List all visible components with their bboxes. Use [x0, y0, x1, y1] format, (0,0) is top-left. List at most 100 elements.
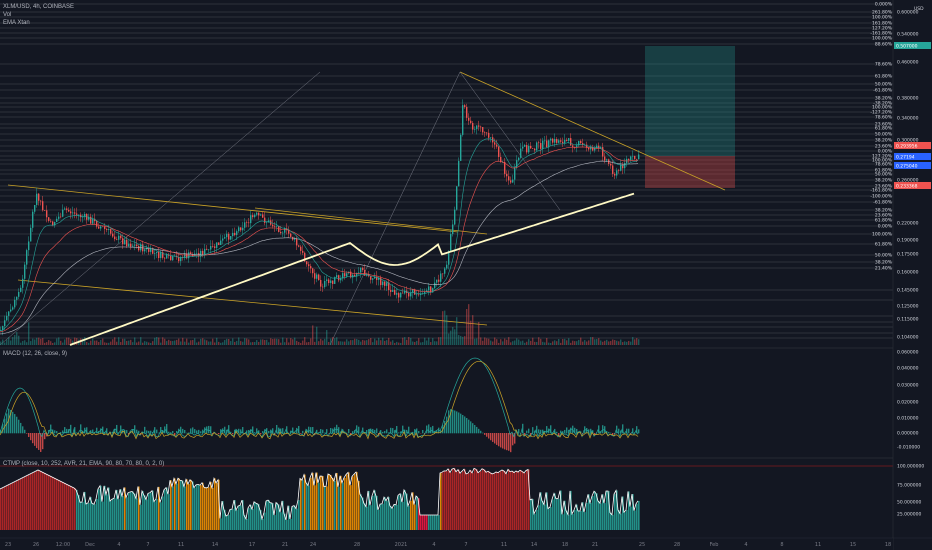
volume-legend[interactable]: Vol	[3, 12, 12, 18]
ctmp-bar	[574, 510, 576, 530]
volume-bar	[274, 338, 276, 345]
macd-histogram-bar	[28, 433, 30, 437]
volume-bar	[396, 341, 398, 345]
macd-histogram-bar	[388, 432, 390, 434]
candle	[98, 226, 100, 229]
macd-histogram-bar	[488, 433, 490, 439]
time-axis[interactable]: 23 26 12:00 Dec 4 7 11 14 17 21 24 28 2021 4 7 11 14 18 21…	[0, 537, 932, 550]
macd-histogram-bar	[70, 424, 72, 434]
volume-bar	[28, 322, 30, 345]
candle	[556, 139, 558, 143]
volume-bar	[584, 340, 586, 345]
macd-histogram-bar	[352, 431, 354, 434]
macd-histogram-bar	[396, 426, 398, 434]
ctmp-bar	[26, 476, 28, 530]
volume-bar	[448, 333, 450, 345]
ctmp-bar	[102, 501, 104, 530]
volume-bar	[418, 338, 420, 345]
price-tag: 0.293956	[896, 144, 918, 150]
volume-bar	[588, 340, 590, 345]
symbol-title[interactable]: XLM/USD, 4h, COINBASE	[3, 4, 75, 10]
macd-histogram-bar	[612, 433, 614, 435]
volume-bar	[414, 341, 416, 345]
macd-histogram-bar	[54, 430, 56, 434]
candle	[298, 245, 300, 247]
time-tick: 11	[178, 542, 184, 548]
ctmp-bar	[242, 500, 244, 530]
ctmp-bar	[56, 479, 58, 530]
volume-bar	[42, 338, 44, 345]
macd-histogram-bar	[80, 424, 82, 434]
candle	[16, 296, 18, 300]
candle	[540, 143, 542, 149]
price-axis[interactable]: 0.000%261.80%100.00%161.80%127.20%-161.8…	[870, 0, 932, 550]
volume-bar	[164, 338, 166, 345]
candle	[230, 236, 232, 240]
candle	[302, 250, 304, 253]
ctmp-bar	[470, 470, 472, 530]
candle	[624, 163, 626, 169]
volume-bar	[284, 342, 286, 345]
candle	[308, 264, 310, 267]
candle	[260, 214, 262, 216]
volume-bar	[176, 339, 178, 345]
candle	[132, 245, 134, 247]
volume-bar	[86, 341, 88, 345]
ctmp-bar	[0, 489, 2, 530]
candle	[218, 242, 220, 246]
ctmp-bar	[164, 489, 166, 530]
candle	[156, 251, 158, 254]
macd-histogram-bar	[24, 429, 26, 434]
ctmp-bar	[446, 471, 448, 530]
candle	[146, 248, 148, 250]
volume-bar	[296, 340, 298, 345]
macd-histogram-bar	[504, 433, 506, 450]
volume-bar	[182, 337, 184, 345]
volume-bar	[560, 342, 562, 345]
ctmp-bar	[198, 484, 200, 530]
volume-bar	[256, 340, 258, 345]
volume-bar	[598, 338, 600, 345]
macd-histogram-bar	[210, 426, 212, 434]
macd-legend[interactable]: MACD (12, 26, close, 9)	[3, 351, 68, 357]
macd-histogram-bar	[448, 410, 450, 434]
macd-histogram-bar	[598, 425, 600, 434]
ctmp-bar	[18, 480, 20, 530]
volume-bar	[442, 311, 444, 345]
volume-bar	[16, 332, 18, 345]
ctmp-bar	[158, 486, 160, 530]
candle	[252, 215, 254, 218]
volume-bar	[474, 338, 476, 345]
ctmp-bar	[462, 471, 464, 530]
candle	[396, 293, 398, 295]
volume-bar	[600, 340, 602, 345]
candle	[374, 276, 376, 279]
candle	[418, 294, 420, 296]
ctmp-bar	[378, 509, 380, 530]
drawings	[0, 46, 735, 346]
volume-bar	[132, 342, 134, 345]
candle	[14, 299, 16, 308]
macd-histogram-bar	[608, 431, 610, 434]
candle	[310, 266, 312, 269]
fib-level-label: -100.00%	[870, 194, 892, 200]
macd-histogram-bar	[250, 429, 252, 434]
ctmp-bar	[588, 494, 590, 530]
macd-histogram-bar	[616, 425, 618, 434]
ctmp-legend[interactable]: CTMP (close, 10, 252, AVR, 21, EMA, 90, …	[3, 461, 165, 467]
candle	[226, 233, 228, 238]
candle	[350, 271, 352, 278]
candle	[544, 140, 546, 142]
macd-histogram-bar	[40, 433, 42, 452]
macd-histogram-bar	[286, 426, 288, 434]
ctmp-bar	[616, 490, 618, 530]
ctmp-bar	[30, 474, 32, 530]
ema-legend[interactable]: EMA Xtan	[3, 20, 30, 26]
time-tick: 4	[117, 542, 120, 548]
volume-bar	[60, 340, 62, 345]
ctmp-bar	[156, 498, 158, 530]
volume-bar	[178, 338, 180, 345]
volume-bar	[252, 342, 254, 345]
volume-bar	[138, 341, 140, 345]
